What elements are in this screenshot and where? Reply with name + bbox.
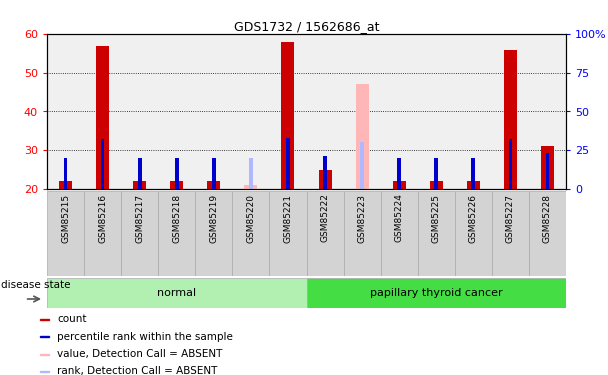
Bar: [430, 181, 443, 189]
Bar: [306, 191, 344, 276]
Bar: [492, 191, 529, 276]
Bar: [508, 140, 513, 189]
Bar: [64, 158, 67, 189]
Bar: [138, 158, 142, 189]
Bar: [121, 191, 158, 276]
Text: GSM85222: GSM85222: [320, 194, 330, 242]
Bar: [286, 138, 290, 189]
Bar: [244, 185, 257, 189]
Text: rank, Detection Call = ABSENT: rank, Detection Call = ABSENT: [57, 366, 217, 375]
Bar: [529, 191, 566, 276]
Text: disease state: disease state: [1, 280, 71, 291]
Text: GSM85226: GSM85226: [469, 194, 478, 243]
Bar: [59, 181, 72, 189]
Text: papillary thyroid cancer: papillary thyroid cancer: [370, 288, 503, 298]
Bar: [212, 158, 216, 189]
Text: GSM85220: GSM85220: [246, 194, 255, 243]
Bar: [282, 42, 294, 189]
Bar: [323, 156, 327, 189]
Bar: [47, 278, 306, 308]
Text: GSM85227: GSM85227: [506, 194, 515, 243]
Bar: [545, 153, 549, 189]
Text: GSM85225: GSM85225: [432, 194, 441, 243]
Bar: [96, 46, 109, 189]
Bar: [361, 142, 364, 189]
Bar: [47, 191, 84, 276]
Bar: [232, 191, 269, 276]
Text: GSM85223: GSM85223: [358, 194, 367, 243]
Bar: [434, 158, 438, 189]
Bar: [471, 158, 475, 189]
Bar: [207, 181, 220, 189]
Bar: [541, 146, 554, 189]
Bar: [195, 191, 232, 276]
Bar: [40, 319, 49, 320]
Bar: [249, 158, 253, 189]
Text: count: count: [57, 314, 86, 324]
Bar: [40, 336, 49, 338]
Bar: [467, 181, 480, 189]
Text: GSM85218: GSM85218: [172, 194, 181, 243]
Text: GSM85216: GSM85216: [98, 194, 107, 243]
Text: percentile rank within the sample: percentile rank within the sample: [57, 332, 233, 342]
Bar: [306, 278, 566, 308]
Bar: [40, 354, 49, 355]
Bar: [319, 170, 331, 189]
Bar: [381, 191, 418, 276]
Bar: [101, 140, 105, 189]
Bar: [397, 158, 401, 189]
Bar: [40, 370, 49, 372]
Bar: [504, 50, 517, 189]
Bar: [393, 181, 406, 189]
Bar: [418, 191, 455, 276]
Bar: [269, 191, 306, 276]
Bar: [344, 191, 381, 276]
Bar: [158, 191, 195, 276]
Bar: [175, 158, 179, 189]
Bar: [170, 181, 183, 189]
Text: GSM85215: GSM85215: [61, 194, 70, 243]
Text: GSM85228: GSM85228: [543, 194, 552, 243]
Text: value, Detection Call = ABSENT: value, Detection Call = ABSENT: [57, 350, 223, 359]
Text: normal: normal: [157, 288, 196, 298]
Text: GSM85221: GSM85221: [283, 194, 292, 243]
Text: GSM85224: GSM85224: [395, 194, 404, 242]
Text: GSM85217: GSM85217: [135, 194, 144, 243]
Bar: [455, 191, 492, 276]
Bar: [84, 191, 121, 276]
Bar: [356, 84, 368, 189]
Title: GDS1732 / 1562686_at: GDS1732 / 1562686_at: [233, 20, 379, 33]
Text: GSM85219: GSM85219: [209, 194, 218, 243]
Bar: [133, 181, 146, 189]
